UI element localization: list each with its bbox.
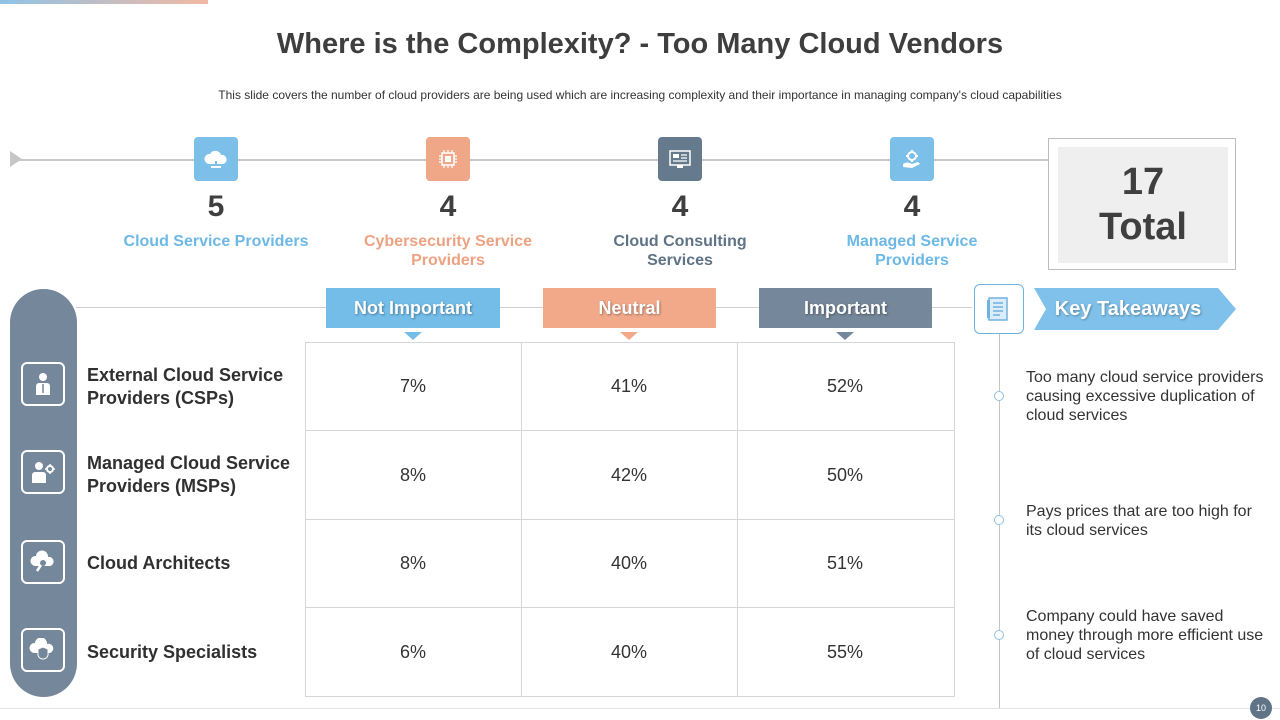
takeaway-item: Company could have saved money through m… <box>1026 608 1264 663</box>
takeaway-bullet-icon <box>994 630 1004 640</box>
header-not-important: Not Important <box>326 288 500 328</box>
table-header-line <box>76 307 972 308</box>
table-cell: 8% <box>399 465 426 485</box>
header-important: Important <box>759 288 932 328</box>
chip-icon <box>426 137 470 181</box>
row-label-cloud-architects: Cloud Architects <box>87 553 231 573</box>
key-takeaways-title: Key Takeaways <box>1054 297 1202 320</box>
timeline-arrow-icon <box>10 151 22 167</box>
row-label-msp: Managed Cloud Service Providers (MSPs) <box>87 453 291 496</box>
category-count-cybersecurity: 4 <box>439 190 457 223</box>
table-cell: 50% <box>826 465 864 485</box>
table-cell: 55% <box>826 642 864 662</box>
person-icon <box>21 362 65 406</box>
total-panel: 17 Total <box>1058 147 1228 263</box>
page-number: 10 <box>1250 697 1272 719</box>
row-divider <box>305 607 955 608</box>
header-arrow-icon <box>620 332 638 340</box>
row-label-csp: External Cloud Service Providers (CSPs) <box>87 365 284 408</box>
takeaway-bullet-icon <box>994 391 1004 401</box>
person-gear-icon <box>21 450 65 494</box>
category-count-cloud-service: 5 <box>207 190 225 223</box>
row-divider <box>305 430 955 431</box>
table-cell: 51% <box>826 553 864 573</box>
row-label-security-specialists: Security Specialists <box>87 642 258 662</box>
table-cell: 7% <box>399 376 426 396</box>
table-cell: 52% <box>826 376 864 396</box>
category-label-cybersecurity: Cybersecurity Service Providers <box>363 233 533 269</box>
header-arrow-icon <box>836 332 854 340</box>
slide-subtitle: This slide covers the number of cloud pr… <box>218 88 1062 102</box>
table-cell: 8% <box>399 553 426 573</box>
takeaway-bullet-icon <box>994 515 1004 525</box>
takeaway-item: Too many cloud service providers causing… <box>1026 369 1264 424</box>
slide-title: Where is the Complexity? - Too Many Clou… <box>276 28 1004 60</box>
key-takeaways-banner <box>1034 288 1236 330</box>
hand-gear-icon <box>890 137 934 181</box>
dashboard-icon <box>658 137 702 181</box>
header-neutral: Neutral <box>543 288 716 328</box>
category-label-managed-service: Managed Service Providers <box>846 233 978 269</box>
row-divider <box>305 519 955 520</box>
table-cell: 41% <box>610 376 648 396</box>
bottom-rule <box>0 708 1280 709</box>
category-count-cloud-consulting: 4 <box>671 190 689 223</box>
cloud-wrench-icon <box>21 540 65 584</box>
cloud-shield-icon <box>21 628 65 672</box>
timeline-line <box>18 159 1050 161</box>
total-label: Total <box>1099 206 1187 248</box>
header-arrow-icon <box>404 332 422 340</box>
category-label-cloud-service: Cloud Service Providers <box>123 233 309 250</box>
takeaway-item: Pays prices that are too high for its cl… <box>1026 503 1252 539</box>
table-cell: 42% <box>610 465 648 485</box>
table-cell: 40% <box>610 642 648 662</box>
category-label-cloud-consulting: Cloud Consulting Services <box>613 233 747 269</box>
total-number: 17 <box>1121 161 1165 203</box>
table-cell: 40% <box>610 553 648 573</box>
table-cell: 6% <box>399 642 426 662</box>
document-icon <box>974 284 1024 334</box>
top-accent-bar <box>0 0 208 4</box>
cloud-icon <box>194 137 238 181</box>
category-count-managed-service: 4 <box>903 190 921 223</box>
